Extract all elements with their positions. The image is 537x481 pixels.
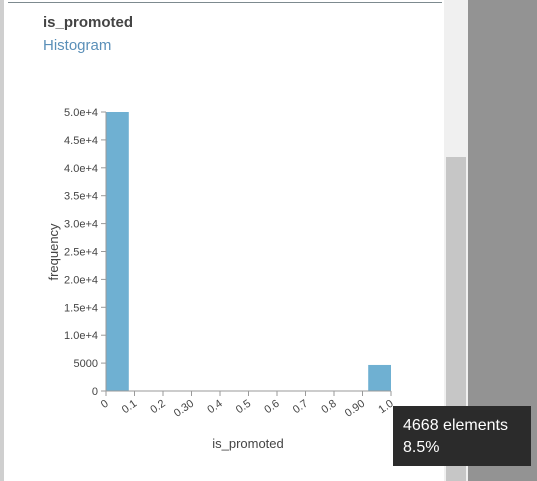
y-tick-label: 5000: [74, 358, 98, 370]
y-tick-label: 2.0e+4: [64, 274, 98, 286]
bar-tooltip: 4668 elements 8.5%: [393, 406, 531, 466]
histogram-bar[interactable]: [106, 112, 129, 391]
x-tick-label: 0.2: [148, 398, 167, 417]
y-tick-label: 2.5e+4: [64, 247, 98, 259]
x-tick-label: 0.30: [172, 398, 196, 420]
x-tick-label: 0: [99, 398, 111, 411]
y-tick-label: 4.0e+4: [64, 163, 98, 175]
x-tick-label: 0.90: [343, 398, 367, 420]
x-tick-label: 0.5: [234, 398, 253, 417]
panel-left-border: [0, 0, 4, 481]
y-tick-label: 5.0e+4: [64, 107, 98, 119]
y-tick-label: 4.5e+4: [64, 135, 98, 147]
tooltip-percent: 8.5%: [403, 439, 440, 456]
y-axis-title: frequency: [46, 223, 61, 281]
scrollbar-thumb[interactable]: [446, 157, 466, 481]
panel-top-divider: [8, 2, 442, 3]
x-tick-label: 0.8: [319, 398, 338, 417]
y-tick-label: 1.5e+4: [64, 302, 98, 314]
y-tick-label: 3.0e+4: [64, 219, 98, 231]
x-tick-label: 0.7: [291, 398, 310, 417]
y-tick-label: 0: [92, 386, 98, 398]
column-title: is_promoted: [43, 14, 134, 31]
x-axis-title: is_promoted: [212, 436, 284, 451]
x-tick-label: 0.4: [205, 398, 224, 417]
histogram-chart: 0 5000 1.0e+4 1.5e+4 2.0e+4 2.5e+4 3.0e+4 3.5e+…: [46, 107, 396, 451]
y-tick-label: 3.5e+4: [64, 191, 98, 203]
y-tick-label: 1.0e+4: [64, 330, 98, 342]
x-tick-label: 0.1: [120, 398, 139, 417]
histogram-panel: [4, 0, 444, 481]
x-tick-label: 0.6: [262, 398, 281, 417]
histogram-bar[interactable]: [368, 364, 391, 391]
tooltip-count: 4668 elements: [403, 417, 508, 434]
side-gray-area: [468, 0, 537, 481]
chart-type-link[interactable]: Histogram: [43, 37, 112, 54]
